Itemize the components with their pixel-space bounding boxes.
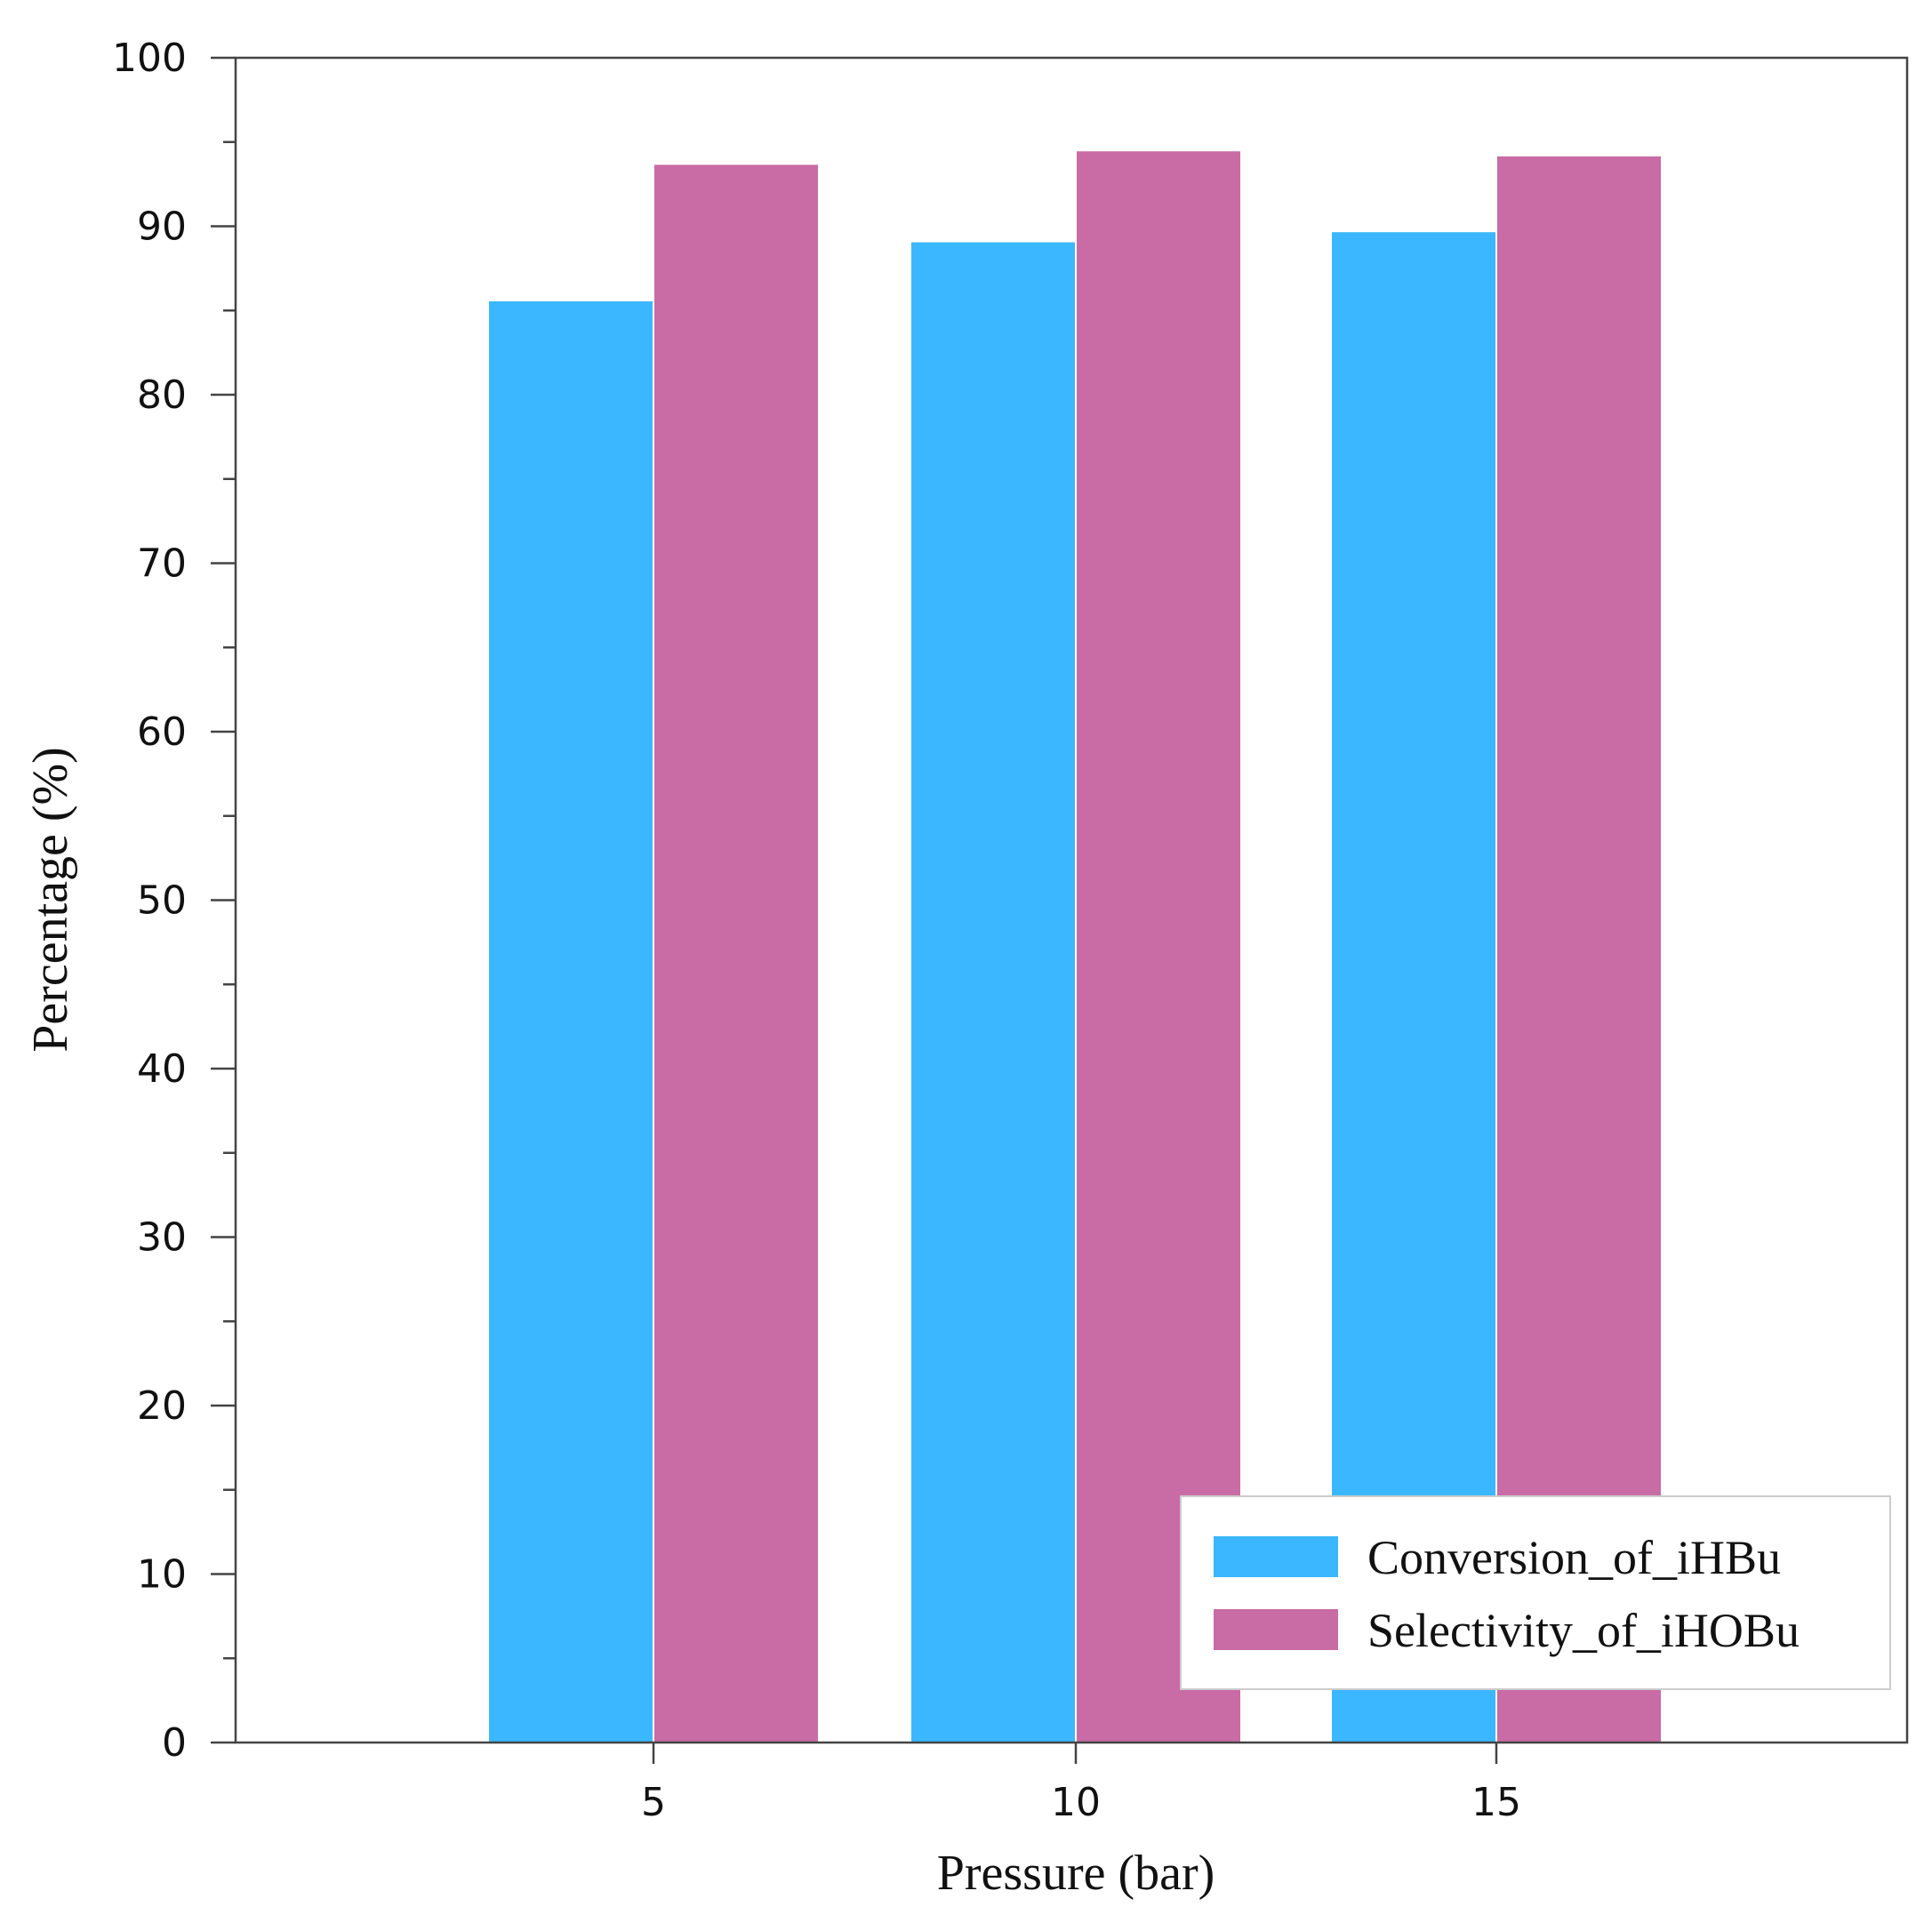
y-tick-label-10: 10 — [137, 1552, 187, 1598]
x-tick-label-15: 15 — [1471, 1780, 1521, 1825]
y-tick-label-20: 20 — [137, 1383, 187, 1429]
legend-label-selectivity: Selectivity_of_iHOBu — [1367, 1604, 1800, 1657]
y-tick-label-60: 60 — [137, 709, 187, 755]
bar-conversion-5 — [487, 299, 654, 1743]
legend-box — [1180, 1495, 1891, 1690]
bar-conversion-10 — [910, 240, 1077, 1743]
legend-swatch-conversion — [1214, 1536, 1338, 1577]
y-tick-label-80: 80 — [137, 373, 187, 418]
bar-selectivity-10 — [1075, 149, 1242, 1744]
y-axis-title: Percentage (%) — [23, 747, 78, 1053]
bar-selectivity-5 — [653, 163, 820, 1743]
legend-label-conversion: Conversion_of_iHBu — [1367, 1531, 1781, 1584]
legend: Conversion_of_iHBu Selectivity_of_iHOBu — [1180, 1495, 1891, 1690]
y-tick-label-0: 0 — [162, 1720, 187, 1766]
x-axis: 5 10 15 — [641, 1743, 1521, 1825]
x-axis-title: Pressure (bar) — [937, 1846, 1215, 1901]
y-tick-label-30: 30 — [137, 1215, 187, 1261]
y-tick-label-100: 100 — [112, 36, 187, 81]
y-tick-label-40: 40 — [137, 1046, 187, 1092]
bar-conversion-15 — [1330, 230, 1497, 1743]
bar-selectivity-15 — [1495, 154, 1663, 1743]
y-tick-label-50: 50 — [137, 878, 187, 924]
y-axis: 0 10 20 30 40 50 60 70 80 90 100 — [112, 36, 236, 1766]
y-tick-label-90: 90 — [137, 204, 187, 250]
x-tick-label-5: 5 — [641, 1780, 666, 1825]
x-tick-label-10: 10 — [1051, 1780, 1101, 1825]
y-tick-label-70: 70 — [137, 541, 187, 587]
bars-layer — [487, 149, 1663, 1744]
legend-swatch-selectivity — [1214, 1609, 1338, 1650]
